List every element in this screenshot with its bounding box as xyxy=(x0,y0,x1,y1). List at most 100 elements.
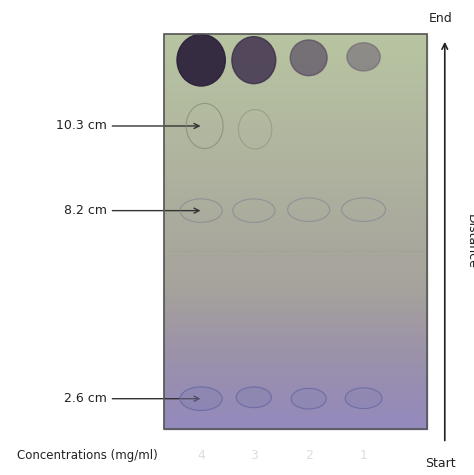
Bar xyxy=(164,321,427,323)
Bar xyxy=(164,114,427,116)
Bar xyxy=(164,273,427,274)
Bar xyxy=(164,254,427,256)
Bar xyxy=(164,201,427,203)
Bar xyxy=(164,287,427,288)
Bar xyxy=(164,79,427,80)
Ellipse shape xyxy=(236,387,272,408)
Bar xyxy=(164,261,427,262)
Bar xyxy=(164,187,427,189)
Bar xyxy=(164,44,427,45)
Bar xyxy=(164,183,427,184)
Bar xyxy=(164,119,427,120)
Bar xyxy=(164,308,427,309)
Bar xyxy=(164,421,427,423)
Bar xyxy=(164,41,427,42)
Bar xyxy=(164,149,427,150)
Bar xyxy=(164,71,427,73)
Bar xyxy=(164,370,427,371)
Bar xyxy=(164,258,427,259)
Bar xyxy=(164,416,427,418)
Bar xyxy=(164,340,427,341)
Bar xyxy=(164,169,427,170)
Bar xyxy=(164,319,427,320)
Bar xyxy=(164,360,427,361)
Bar xyxy=(164,253,427,254)
Bar xyxy=(164,120,427,121)
Bar xyxy=(164,377,427,378)
Bar xyxy=(164,408,427,409)
Bar xyxy=(164,240,427,241)
Bar xyxy=(164,288,427,290)
Bar xyxy=(164,218,427,220)
Bar xyxy=(164,78,427,79)
Bar xyxy=(164,179,427,180)
Bar xyxy=(164,92,427,94)
Bar xyxy=(164,87,427,88)
Bar xyxy=(164,412,427,413)
Text: 4: 4 xyxy=(197,449,205,462)
Bar xyxy=(164,329,427,331)
Bar xyxy=(164,146,427,148)
Bar xyxy=(164,242,427,244)
Text: 8.2 cm: 8.2 cm xyxy=(64,204,199,217)
Bar xyxy=(164,126,427,128)
Bar xyxy=(164,237,427,238)
Bar xyxy=(164,346,427,348)
Bar xyxy=(164,366,427,367)
Bar xyxy=(164,423,427,424)
Bar xyxy=(164,246,427,247)
Bar xyxy=(164,132,427,133)
Bar xyxy=(164,177,427,178)
Bar xyxy=(164,85,427,86)
Bar xyxy=(164,278,427,279)
Bar xyxy=(164,88,427,90)
Bar xyxy=(164,82,427,83)
Bar xyxy=(164,304,427,305)
Bar xyxy=(164,363,427,365)
Bar xyxy=(164,337,427,338)
Bar xyxy=(164,379,427,380)
Bar xyxy=(164,123,427,124)
Bar xyxy=(164,245,427,246)
Bar xyxy=(164,373,427,374)
Bar xyxy=(164,228,427,229)
Bar xyxy=(164,282,427,283)
Bar xyxy=(164,158,427,160)
Bar xyxy=(164,300,427,302)
Bar xyxy=(164,57,427,58)
Bar xyxy=(164,95,427,96)
Bar xyxy=(164,418,427,419)
Bar xyxy=(164,229,427,230)
Bar xyxy=(164,291,427,292)
Bar xyxy=(164,285,427,286)
Bar xyxy=(164,409,427,411)
Bar xyxy=(164,48,427,49)
Bar xyxy=(164,391,427,392)
Bar xyxy=(164,247,427,249)
Bar xyxy=(164,142,427,143)
Bar xyxy=(164,117,427,119)
Text: Distance: Distance xyxy=(465,214,474,269)
Bar xyxy=(164,269,427,270)
Bar xyxy=(164,152,427,153)
Bar xyxy=(164,345,427,346)
Bar xyxy=(164,209,427,211)
Bar xyxy=(164,392,427,394)
Bar xyxy=(164,387,427,389)
Bar xyxy=(164,367,427,369)
Text: 2: 2 xyxy=(305,449,313,462)
Bar xyxy=(164,267,427,269)
Bar xyxy=(164,292,427,294)
Bar xyxy=(164,266,427,267)
Bar xyxy=(164,148,427,149)
Bar xyxy=(164,256,427,257)
Bar xyxy=(164,116,427,117)
Bar xyxy=(164,406,427,407)
Bar xyxy=(164,286,427,287)
Bar xyxy=(164,349,427,350)
Bar xyxy=(164,312,427,314)
Bar xyxy=(164,290,427,291)
Bar xyxy=(164,90,427,91)
Bar xyxy=(164,212,427,213)
Bar xyxy=(164,154,427,155)
